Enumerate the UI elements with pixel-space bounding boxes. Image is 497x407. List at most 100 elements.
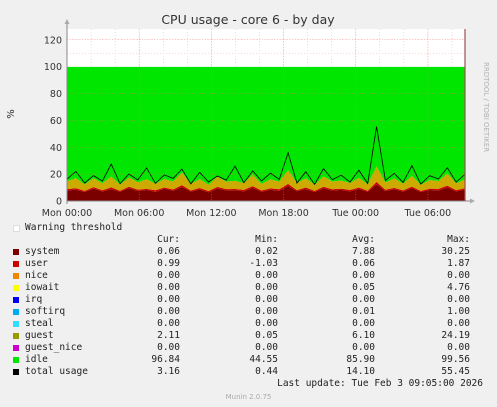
- legend-swatch: [13, 345, 19, 351]
- footer: Munin 2.0.75: [0, 391, 497, 403]
- x-tick-label: Mon 00:00: [42, 208, 92, 219]
- legend-avg-value: 14.10: [346, 366, 375, 377]
- legend-swatch: [13, 285, 19, 291]
- legend-avg-value: 0.06: [352, 258, 375, 269]
- header-min: Min:: [255, 234, 278, 245]
- legend-row-total-usage: total usage 3.16 0.44 14.10 55.45: [0, 366, 497, 378]
- legend-cur-value: 96.84: [151, 354, 180, 365]
- legend-min-value: 44.55: [249, 354, 278, 365]
- legend-swatch: [13, 309, 19, 315]
- x-tick-label: Mon 18:00: [258, 208, 308, 219]
- legend-header: Cur: Min: Avg: Max:: [0, 234, 497, 246]
- legend-max-value: 0.00: [447, 318, 470, 329]
- warning-swatch: [13, 225, 20, 232]
- x-tick-label: Tue 00:00: [331, 208, 379, 219]
- legend-min-value: 0.44: [255, 366, 278, 377]
- chart-title: CPU usage - core 6 - by day: [161, 12, 335, 27]
- legend-swatch: [13, 261, 19, 267]
- legend-max-value: 1.00: [447, 306, 470, 317]
- legend-max-value: 55.45: [441, 366, 470, 377]
- area-user: [67, 181, 465, 193]
- legend-row-idle: idle 96.84 44.55 85.90 99.56: [0, 354, 497, 366]
- legend-min-value: 0.00: [255, 306, 278, 317]
- legend-min-value: 0.00: [255, 318, 278, 329]
- legend-series-name: nice: [25, 270, 48, 281]
- legend-min-value: 0.05: [255, 330, 278, 341]
- legend-row-system: system 0.06 0.02 7.88 30.25: [0, 246, 497, 258]
- x-tick-label: Tue 06:00: [404, 208, 452, 219]
- legend-min-value: 0.00: [255, 282, 278, 293]
- legend-avg-value: 0.00: [352, 270, 375, 281]
- legend-swatch: [13, 333, 19, 339]
- x-axis-arrow: [470, 198, 475, 204]
- legend-cur-value: 0.00: [157, 318, 180, 329]
- legend-swatch: [13, 357, 19, 363]
- x-tick-label: Mon 06:00: [114, 208, 164, 219]
- legend-min-value: 0.00: [255, 294, 278, 305]
- legend-row-guest: guest 2.11 0.05 6.10 24.19: [0, 330, 497, 342]
- line-total-usage: [66, 126, 466, 186]
- y-tick-label: 20: [50, 170, 62, 181]
- legend-series-name: irq: [25, 294, 43, 305]
- y-tick-label: 80: [50, 89, 62, 100]
- legend-series-name: system: [25, 246, 60, 257]
- legend-cur-value: 0.00: [157, 306, 180, 317]
- area-idle: [67, 66, 465, 185]
- legend-max-value: 99.56: [441, 354, 470, 365]
- legend-max-value: 0.00: [447, 294, 470, 305]
- plot-area: 0 20 40 60 80 100 120 Mon 00:00 Mon 06:00 Mon 12:…: [42, 19, 475, 219]
- legend-min-value: 0.00: [255, 342, 278, 353]
- y-axis-arrow: [64, 19, 70, 24]
- warning-threshold-label: Warning threshold: [25, 222, 123, 233]
- legend-avg-value: 0.00: [352, 342, 375, 353]
- y-tick-label: 100: [44, 62, 62, 73]
- legend-cur-value: 0.00: [157, 294, 180, 305]
- legend-swatch: [13, 321, 19, 327]
- legend-avg-value: 0.00: [352, 294, 375, 305]
- legend-row-irq: irq 0.00 0.00 0.00 0.00: [0, 294, 497, 306]
- legend-avg-value: 0.01: [352, 306, 375, 317]
- legend-series-name: guest: [25, 330, 54, 341]
- last-update-text: Last update: Tue Feb 3 09:05:00 2026: [277, 378, 483, 389]
- legend-min-value: 0.00: [255, 270, 278, 281]
- legend-max-value: 24.19: [441, 330, 470, 341]
- legend-row-nice: nice 0.00 0.00 0.00 0.00: [0, 270, 497, 282]
- legend-swatch: [13, 249, 19, 255]
- legend-cur-value: 0.06: [157, 246, 180, 257]
- legend-row-user: user 0.99 -1.03 0.06 1.87: [0, 258, 497, 270]
- munin-version: Munin 2.0.75: [225, 393, 272, 401]
- side-watermark: RRDTOOL / TOBI OETIKER: [482, 62, 490, 152]
- legend-cur-value: 0.00: [157, 342, 180, 353]
- legend-series-name: steal: [25, 318, 54, 329]
- y-tick-label: 40: [50, 143, 62, 154]
- legend-max-value: 0.00: [447, 270, 470, 281]
- header-avg: Avg:: [352, 234, 375, 245]
- area-system: [67, 184, 465, 201]
- legend-max-value: 1.87: [447, 258, 470, 269]
- legend-max-value: 0.00: [447, 342, 470, 353]
- legend-row-iowait: iowait 0.00 0.00 0.05 4.76: [0, 282, 497, 294]
- legend-cur-value: 0.00: [157, 270, 180, 281]
- legend-series-name: total usage: [25, 366, 88, 377]
- y-tick-label: 0: [56, 197, 62, 208]
- legend-min-value: 0.02: [255, 246, 278, 257]
- y-tick-label: 60: [50, 116, 62, 127]
- legend-series-name: iowait: [25, 282, 60, 293]
- legend-series-name: idle: [25, 354, 48, 365]
- legend-swatch: [13, 369, 19, 375]
- legend-row-softirq: softirq 0.00 0.00 0.01 1.00: [0, 306, 497, 318]
- legend-row-guest-nice: guest_nice 0.00 0.00 0.00 0.00: [0, 342, 497, 354]
- legend-swatch: [13, 273, 19, 279]
- legend-cur-value: 2.11: [157, 330, 180, 341]
- last-update: Last update: Tue Feb 3 09:05:00 2026: [0, 378, 483, 390]
- header-max: Max:: [447, 234, 470, 245]
- legend-series-name: user: [25, 258, 48, 269]
- legend-max-value: 30.25: [441, 246, 470, 257]
- legend-cur-value: 0.99: [157, 258, 180, 269]
- y-axis-label: %: [6, 109, 17, 119]
- legend-avg-value: 0.05: [352, 282, 375, 293]
- legend-avg-value: 85.90: [346, 354, 375, 365]
- header-cur: Cur:: [157, 234, 180, 245]
